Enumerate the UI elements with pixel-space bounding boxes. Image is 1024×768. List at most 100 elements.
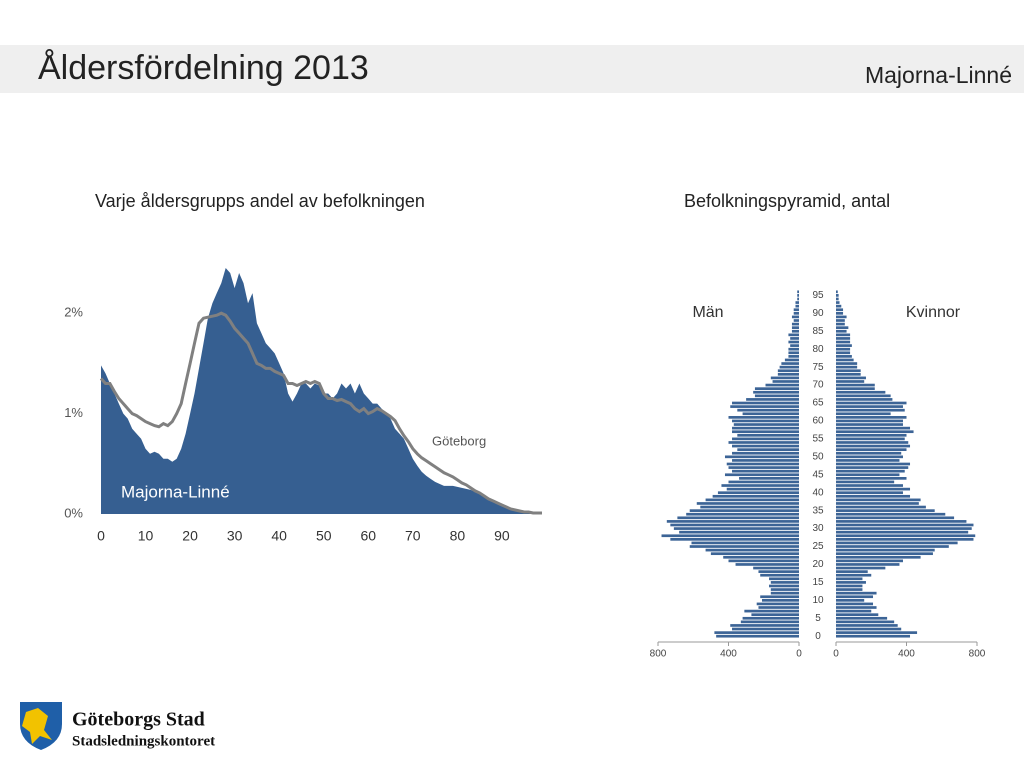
bar [760, 595, 799, 599]
bar [836, 398, 893, 401]
bar [836, 383, 875, 387]
bar [793, 308, 799, 312]
bar [836, 444, 911, 448]
bar [836, 588, 863, 591]
bar [793, 311, 799, 315]
bar [779, 365, 799, 369]
bar [746, 398, 799, 401]
bar [836, 401, 907, 405]
bar [742, 412, 799, 416]
bar [661, 534, 799, 538]
bar [836, 541, 958, 545]
x-tick-label: 20 [182, 528, 198, 544]
y-tick-label: 65 [812, 398, 824, 409]
bar [788, 347, 799, 351]
bar [791, 322, 799, 326]
bar [732, 419, 799, 423]
series-label: Göteborg [432, 433, 486, 448]
bar [670, 523, 799, 527]
bar [760, 573, 799, 577]
bar [691, 541, 799, 545]
y-tick-label: 55 [812, 434, 824, 445]
bar [836, 355, 852, 358]
bar [836, 566, 886, 570]
x-tick-label: 40 [271, 528, 287, 544]
bar [836, 369, 861, 373]
bar [710, 552, 799, 556]
bar [770, 591, 799, 595]
legend-label: Män [692, 304, 723, 321]
bar [732, 437, 799, 441]
legend-label: Kvinnor [906, 304, 961, 321]
bar [673, 527, 799, 530]
bar [754, 387, 799, 391]
y-tick-label: 85 [812, 326, 824, 337]
bar [728, 559, 799, 563]
bar [836, 516, 955, 520]
bar [836, 573, 872, 577]
bar [705, 498, 799, 502]
bar [726, 487, 799, 491]
y-tick-label: 35 [812, 505, 824, 516]
bar [790, 344, 799, 347]
y-tick-label: 20 [812, 559, 824, 570]
y-tick-label: 70 [812, 380, 824, 391]
bar [740, 620, 799, 624]
bar [836, 337, 851, 340]
bar [836, 627, 902, 631]
bar [836, 466, 909, 469]
bar [836, 491, 903, 495]
bar [836, 537, 974, 541]
bar [836, 347, 851, 351]
bar [836, 372, 861, 376]
bar [714, 631, 799, 634]
bar [712, 494, 799, 498]
bar [836, 376, 866, 380]
bar [836, 344, 852, 347]
bar [791, 326, 799, 330]
bar [717, 491, 799, 495]
y-tick-label: 90 [812, 308, 824, 319]
bar [791, 315, 799, 319]
bar [753, 566, 799, 570]
bar [677, 516, 799, 520]
bar [758, 606, 799, 609]
x-tick-label: 70 [405, 528, 421, 544]
bar [732, 426, 799, 430]
bar [836, 634, 911, 638]
bar [836, 484, 903, 487]
bar [836, 433, 907, 437]
bar [836, 301, 840, 304]
bar [836, 319, 845, 322]
bar [836, 520, 967, 523]
bar [836, 451, 902, 455]
bar [728, 466, 799, 469]
bar [670, 537, 799, 541]
bar [836, 365, 858, 369]
bar [836, 631, 918, 634]
y-tick-label: 50 [812, 451, 824, 462]
bar [765, 383, 799, 387]
line [99, 311, 542, 515]
bar [836, 315, 847, 319]
bar [666, 520, 799, 523]
x-tick-label: 400 [898, 649, 915, 660]
district-name: Majorna-Linné [865, 62, 1012, 88]
bar [836, 563, 900, 566]
bar [836, 426, 911, 430]
bar [732, 469, 799, 473]
bar [836, 577, 863, 581]
bar [836, 351, 851, 355]
bar [836, 581, 866, 584]
bar [836, 602, 874, 606]
y-tick-label: 0% [64, 505, 83, 520]
bar [689, 545, 799, 548]
bar [705, 548, 799, 552]
bar [836, 527, 972, 530]
bar [770, 581, 799, 584]
bar [716, 634, 799, 638]
y-tick-label: 30 [812, 523, 824, 534]
y-tick-label: 2% [64, 305, 83, 320]
bar [696, 502, 799, 505]
